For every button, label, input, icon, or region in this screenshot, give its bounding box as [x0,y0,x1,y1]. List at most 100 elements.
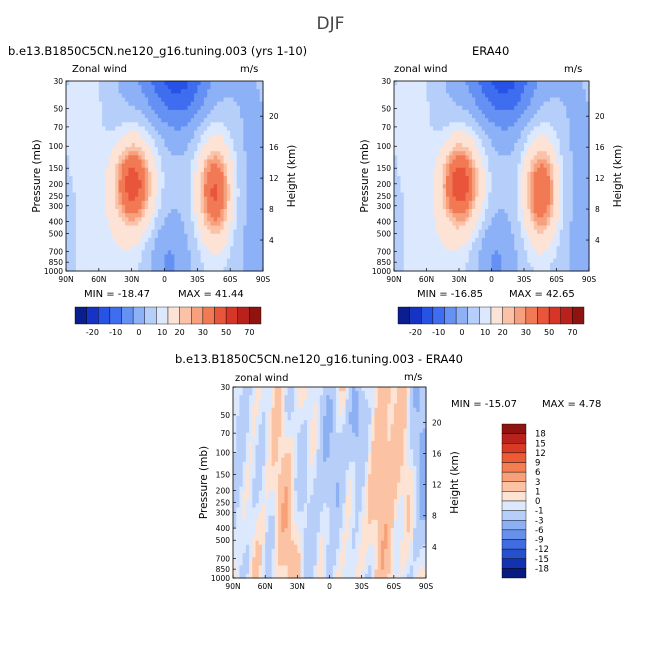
field-cell [105,142,110,148]
field-cell [413,138,418,144]
field-cell [546,85,551,90]
field-cell [115,229,120,235]
field-cell [217,81,221,86]
field-cell [88,262,93,268]
field-cell [223,118,228,123]
field-cell [118,246,123,251]
field-cell [180,163,185,169]
field-cell [72,217,77,223]
field-cell [217,134,221,140]
field-cell [446,109,450,115]
field-cell [102,254,106,260]
field-cell [413,180,418,185]
field-cell [108,266,113,272]
field-cell [423,180,428,185]
field-cell [128,254,133,260]
field-cell [530,142,535,148]
field-cell [134,233,139,239]
field-cell [400,142,405,148]
field-cell [141,126,146,132]
field-cell [154,200,159,206]
field-cell [161,213,166,218]
field-cell [530,114,535,119]
field-cell [585,118,590,123]
field-cell [394,176,398,181]
field-cell [213,167,218,173]
field-cell [138,171,143,177]
field-cell [121,163,126,169]
field-cell [118,184,123,189]
field-cell [88,176,93,181]
field-cell [243,93,248,99]
field-cell [504,163,509,169]
field-cell [220,258,225,264]
field-cell [108,151,113,156]
field-cell [223,171,228,177]
field-cell [230,246,235,251]
field-cell [151,217,156,223]
field-cell [131,142,136,148]
field-cell [134,196,139,202]
field-cell [553,176,558,181]
field-cell [79,192,84,198]
field-cell [436,81,441,86]
field-cell [157,233,162,239]
field-cell [151,180,156,185]
field-cell [203,118,208,123]
field-cell [517,171,522,177]
field-cell [403,184,408,189]
field-cell [514,118,519,123]
field-cell [243,85,248,90]
field-cell [517,105,522,111]
field-cell [233,184,238,189]
field-cell [164,258,169,264]
field-cell [572,134,577,140]
field-cell [439,97,444,103]
field-cell [442,163,447,169]
field-cell [161,89,166,94]
field-cell [85,167,90,173]
field-cell [184,188,189,194]
field-cell [98,171,103,177]
field-cell [481,109,486,115]
field-cell [455,89,460,94]
field-cell [144,163,149,169]
field-cell [184,184,189,189]
field-cell [579,89,584,94]
field-cell [69,233,74,239]
field-cell [131,237,136,243]
field-cell [148,200,152,206]
field-cell [442,114,447,119]
field-cell [249,225,254,231]
field-cell [446,130,450,136]
field-cell [494,85,499,90]
field-cell [475,176,480,181]
field-cell [556,118,561,123]
field-cell [423,142,428,148]
field-cell [75,118,80,123]
field-cell [240,81,244,86]
field-cell [213,262,218,268]
field-cell [190,151,195,156]
field-cell [559,97,564,103]
field-cell [217,258,221,264]
field-cell [579,85,584,90]
field-cell [253,89,258,94]
field-cell [85,176,90,181]
field-cell [436,138,441,144]
field-cell [429,93,434,99]
field-cell [246,213,251,218]
field-cell [108,204,113,210]
field-cell [511,171,515,177]
field-cell [75,89,80,94]
field-cell [240,196,244,202]
field-cell [394,109,398,115]
field-cell [462,85,467,90]
field-cell [115,105,120,111]
field-cell [134,155,139,161]
field-cell [230,122,235,128]
field-cell [449,118,454,123]
field-cell [491,171,496,177]
field-cell [246,89,251,94]
field-cell [256,237,261,243]
